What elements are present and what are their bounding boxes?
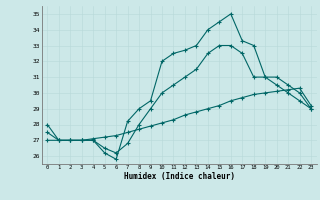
X-axis label: Humidex (Indice chaleur): Humidex (Indice chaleur) bbox=[124, 172, 235, 181]
